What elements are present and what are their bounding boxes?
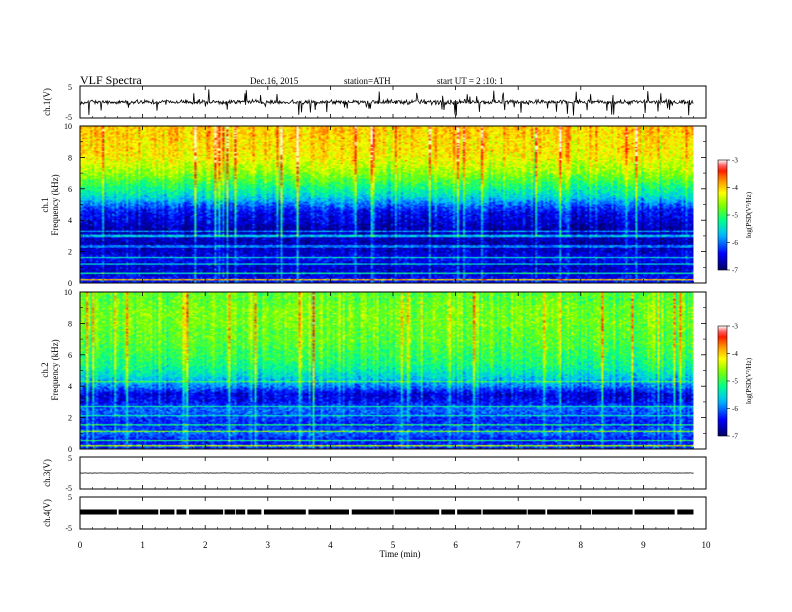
ch4-wave-segment xyxy=(235,509,246,515)
ch4-waveform xyxy=(80,509,694,515)
ch1-freq-tick-labels: 10 8 6 4 2 0 xyxy=(64,122,72,288)
ch4-wave-segment xyxy=(591,509,633,515)
x-tick-label: 9 xyxy=(641,540,646,550)
x-tick-label: 10 xyxy=(702,540,712,550)
freq-tick-label: 2 xyxy=(68,248,72,257)
ch1-wave-label: ch.1(V) xyxy=(42,88,52,116)
x-axis-ticks xyxy=(79,86,707,529)
freq-tick-label: 10 xyxy=(64,288,72,297)
colorbar-tick-label: -7 xyxy=(732,433,738,441)
x-tick-label: 5 xyxy=(391,540,396,550)
colorbar-tick-label: -3 xyxy=(732,157,738,165)
x-tick-label: 3 xyxy=(266,540,271,550)
ch4-wave-tick-bottom: -5 xyxy=(65,524,72,533)
freq-tick-label: 10 xyxy=(64,122,72,131)
ch3-wave-label: ch.3(V) xyxy=(42,459,52,487)
ch4-wave-segment xyxy=(527,509,546,515)
ch4-wave-segment xyxy=(677,509,694,515)
ch4-wave-segment xyxy=(308,509,349,515)
ch2-freq-tick-labels: 10 8 6 4 2 0 xyxy=(64,288,72,454)
ch4-wave-segment xyxy=(634,509,675,515)
colorbar-ch1-label: log(PSD(V²/Hz) xyxy=(745,191,753,238)
ch3-wave-tick-top: 5 xyxy=(68,454,72,463)
colorbar-tick-label: -4 xyxy=(732,350,738,358)
colorbar-tick-label: -6 xyxy=(732,405,738,413)
colorbar-ch2-ticks: -3 -4 -5 -6 -7 xyxy=(727,323,738,441)
freq-tick-label: 4 xyxy=(68,216,72,225)
freq-tick-label: 0 xyxy=(68,445,72,454)
x-tick-label: 4 xyxy=(328,540,333,550)
colorbar-tick-label: -6 xyxy=(732,239,738,247)
x-tick-label: 6 xyxy=(453,540,458,550)
freq-tick-label: 2 xyxy=(68,414,72,423)
ch4-wave-segment xyxy=(351,509,394,515)
ch4-wave-segment xyxy=(189,509,224,515)
start-time-label: start UT = 2 :10: 1 xyxy=(437,76,504,86)
ch4-wave-segment xyxy=(224,509,236,515)
ch4-wave-segment xyxy=(118,509,159,515)
x-axis-tick-labels: 0 1 2 3 4 5 6 7 8 9 10 xyxy=(78,540,711,550)
x-axis-label: Time (min) xyxy=(380,549,421,559)
ch4-wave-segment xyxy=(457,509,482,515)
x-tick-label: 2 xyxy=(203,540,208,550)
ch1-spectrogram xyxy=(80,126,694,283)
x-tick-label: 0 xyxy=(78,540,83,550)
ch3-wave-tick-bottom: -5 xyxy=(65,484,72,493)
ch1-wave-tick-bottom: -5 xyxy=(65,113,72,122)
colorbar-tick-label: -5 xyxy=(732,378,738,386)
freq-tick-label: 4 xyxy=(68,382,72,391)
freq-tick-label: 6 xyxy=(68,185,72,194)
y-axis-ticks xyxy=(80,125,706,450)
ch2-spectrogram xyxy=(80,292,694,449)
colorbar-ch1-ticks: -3 -4 -5 -6 -7 xyxy=(727,157,738,275)
plot-title: VLF Spectra xyxy=(80,73,142,87)
colorbar-ch1 xyxy=(717,159,728,271)
x-tick-label: 1 xyxy=(140,540,145,550)
freq-tick-label: 8 xyxy=(68,153,72,162)
ch4-wave-segment xyxy=(263,509,306,515)
ch1-spec-label: ch.1 xyxy=(40,197,50,212)
ch4-wave-segment xyxy=(176,509,187,515)
ch2-spec-axis-label: Frequency (kHz) xyxy=(50,339,60,400)
freq-tick-label: 0 xyxy=(68,279,72,288)
x-tick-label: 8 xyxy=(579,540,584,550)
station-label: station=ATH xyxy=(344,76,391,86)
ch4-wave-segment xyxy=(441,509,456,515)
ch2-spec-label: ch.2 xyxy=(40,362,50,377)
colorbar-ch2 xyxy=(717,325,728,437)
colorbar-ch2-label: log(PSD(V²/Hz) xyxy=(745,357,753,404)
freq-tick-label: 8 xyxy=(68,319,72,328)
colorbar-tick-label: -7 xyxy=(732,267,738,275)
colorbar-tick-label: -3 xyxy=(732,323,738,331)
colorbar-tick-label: -4 xyxy=(732,184,738,192)
ch4-wave-segment xyxy=(159,509,175,515)
ch4-wave-label: ch.4(V) xyxy=(42,499,52,527)
ch4-wave-tick-top: 5 xyxy=(68,493,72,502)
ch4-wave-segment xyxy=(247,509,262,515)
freq-tick-label: 6 xyxy=(68,351,72,360)
ch1-waveform xyxy=(79,89,694,116)
ch4-wave-segment xyxy=(80,509,117,515)
ch1-wave-tick-top: 5 xyxy=(68,83,72,92)
x-tick-label: 7 xyxy=(516,540,521,550)
ch4-wave-segment xyxy=(394,509,440,515)
ch4-wave-segment xyxy=(547,509,592,515)
ch1-spec-axis-label: Frequency (kHz) xyxy=(50,174,60,235)
date-label: Dec.16, 2015 xyxy=(250,76,299,86)
ch4-wave-segment xyxy=(482,509,527,515)
ch3-waveform xyxy=(79,472,694,474)
colorbar-tick-label: -5 xyxy=(732,212,738,220)
